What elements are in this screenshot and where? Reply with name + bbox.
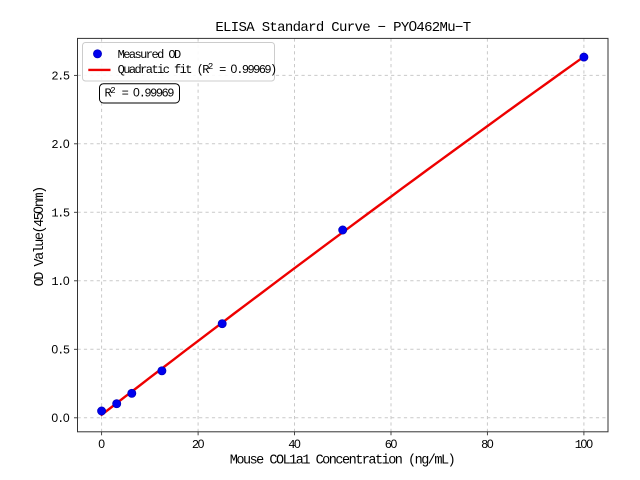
svg-text:100: 100 — [575, 437, 594, 452]
svg-text:0.0: 0.0 — [51, 411, 70, 426]
svg-text:2.5: 2.5 — [51, 70, 70, 84]
svg-text:2.0: 2.0 — [51, 137, 70, 152]
svg-text:60: 60 — [385, 437, 398, 452]
svg-text:OD Value(450nm): OD Value(450nm) — [31, 187, 48, 286]
svg-text:ELISA Standard Curve − PY0462M: ELISA Standard Curve − PY0462Mu−T — [215, 18, 470, 36]
svg-text:1.5: 1.5 — [51, 206, 70, 220]
svg-text:Quadratic fit (R2 = 0.99969): Quadratic fit (R2 = 0.99969) — [118, 62, 276, 77]
svg-text:R2 = 0.99969: R2 = 0.99969 — [105, 86, 175, 101]
svg-text:0.5: 0.5 — [51, 342, 69, 357]
svg-text:0: 0 — [98, 437, 105, 451]
svg-text:1.0: 1.0 — [51, 274, 70, 289]
svg-text:80: 80 — [481, 437, 494, 452]
svg-text:Mouse COL1a1 Concentration (ng: Mouse COL1a1 Concentration (ng/mL) — [230, 453, 454, 468]
svg-text:Measured OD: Measured OD — [118, 48, 181, 62]
svg-text:20: 20 — [192, 437, 205, 452]
svg-text:40: 40 — [288, 437, 301, 452]
